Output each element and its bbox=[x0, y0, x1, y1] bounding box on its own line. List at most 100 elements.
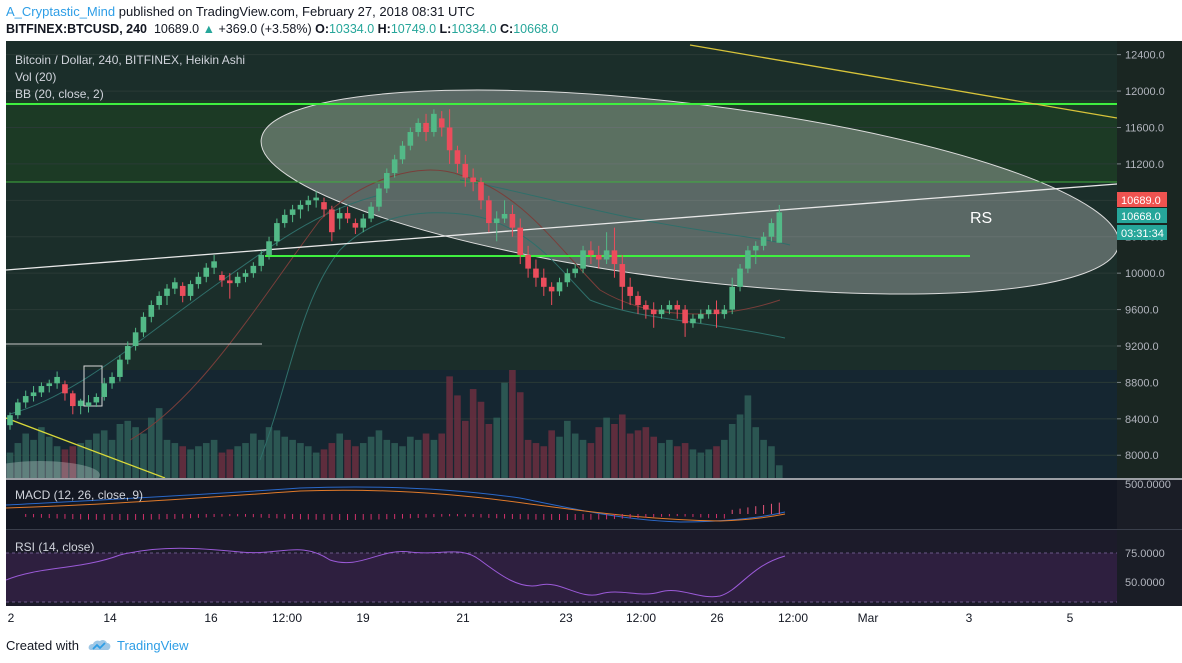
candle-body bbox=[250, 265, 257, 274]
candle-body bbox=[117, 359, 123, 377]
candle-body bbox=[509, 213, 516, 228]
volume-bar bbox=[540, 446, 548, 478]
legend-rsi: RSI (14, close) bbox=[15, 540, 94, 554]
rsi-axis[interactable]: 75.0000 50.0000 bbox=[1125, 548, 1165, 589]
time-tick-label: 14 bbox=[103, 611, 117, 625]
resistance-zone bbox=[6, 100, 1117, 182]
volume-bar bbox=[619, 414, 626, 478]
descending-trendline[interactable] bbox=[689, 44, 1117, 119]
chart-canvas[interactable]: 12400.012000.011600.011200.010800.010400… bbox=[0, 40, 1182, 630]
countdown-badge-text: 03:31:34 bbox=[1121, 228, 1164, 240]
candle-body bbox=[46, 383, 53, 387]
volume-bar bbox=[407, 436, 414, 478]
candle-body bbox=[729, 286, 735, 310]
candle-body bbox=[179, 285, 186, 296]
candle-body bbox=[30, 392, 37, 397]
volume-bar bbox=[713, 446, 720, 478]
volume-bar bbox=[14, 443, 22, 478]
volume-bar bbox=[509, 370, 516, 478]
ohlc-line: BITFINEX:BTCUSD, 240 10689.0 ▲ +369.0 (+… bbox=[6, 22, 558, 36]
volume-bar bbox=[532, 443, 540, 478]
candle-body bbox=[156, 295, 162, 306]
time-tick-label: 5 bbox=[1067, 611, 1074, 625]
volume-bars bbox=[6, 370, 783, 478]
candle-body bbox=[768, 223, 775, 237]
candle-body bbox=[674, 305, 681, 310]
ascending-trendline[interactable] bbox=[6, 417, 166, 478]
chart-header: A_Cryptastic_Mind published on TradingVi… bbox=[0, 0, 1182, 40]
volume-bar bbox=[587, 443, 595, 478]
macd-axis[interactable]: 500.0000 bbox=[1125, 479, 1171, 491]
candle-body bbox=[124, 345, 131, 360]
price-tick-label: 8000.0 bbox=[1125, 450, 1159, 462]
volume-bar bbox=[634, 430, 642, 478]
tradingview-brand-link[interactable]: TradingView bbox=[117, 638, 189, 653]
price-tick-label: 10000.0 bbox=[1125, 268, 1165, 280]
volume-bar bbox=[69, 446, 77, 478]
time-tick-label: 2 bbox=[8, 611, 15, 625]
volume-bar bbox=[642, 427, 650, 478]
macd-line bbox=[6, 486, 786, 523]
candle-body bbox=[564, 273, 571, 283]
neckline-trendline[interactable] bbox=[6, 183, 1117, 271]
volume-bar bbox=[422, 433, 430, 478]
candle-body bbox=[611, 250, 618, 265]
symbol-label: BITFINEX:BTCUSD, 240 bbox=[6, 22, 147, 36]
up-arrow-icon: ▲ bbox=[202, 22, 215, 36]
candle-body bbox=[132, 332, 139, 346]
high-label: H: bbox=[377, 22, 391, 36]
volume-bar bbox=[257, 439, 265, 478]
volume-bar bbox=[728, 424, 736, 478]
created-with-label: Created with bbox=[6, 638, 79, 653]
candle-body bbox=[234, 276, 241, 284]
candle-body bbox=[438, 118, 445, 128]
volume-bar bbox=[375, 430, 383, 478]
volume-bar bbox=[673, 446, 681, 478]
price-axis[interactable]: 12400.012000.011600.011200.010800.010400… bbox=[1117, 50, 1165, 463]
candle-body bbox=[588, 250, 594, 255]
candle-body bbox=[360, 218, 367, 228]
price-badges: 10689.0 10668.0 03:31:34 bbox=[1117, 192, 1167, 240]
candle-body bbox=[274, 223, 280, 242]
candle-body bbox=[329, 209, 335, 233]
candle-body bbox=[698, 314, 704, 319]
volume-bar bbox=[155, 408, 163, 478]
volume-bar bbox=[689, 449, 697, 478]
candle-body bbox=[745, 250, 751, 269]
volume-bar bbox=[320, 449, 328, 478]
volume-bar bbox=[760, 439, 767, 478]
partial-ellipse bbox=[6, 461, 100, 478]
volume-bar bbox=[430, 439, 438, 478]
candle-body bbox=[85, 402, 92, 407]
price-tick-label: 12000.0 bbox=[1125, 86, 1165, 98]
macd-tick-label: 500.0000 bbox=[1125, 479, 1171, 491]
price-tick-label: 9600.0 bbox=[1125, 305, 1159, 317]
author-link[interactable]: A_Cryptastic_Mind bbox=[6, 4, 116, 19]
volume-bar bbox=[312, 452, 320, 478]
time-tick-label: 23 bbox=[559, 611, 573, 625]
candle-body bbox=[580, 250, 586, 269]
volume-bar bbox=[187, 449, 194, 478]
volume-bar bbox=[454, 395, 461, 478]
candle-body bbox=[650, 309, 657, 315]
volume-bar bbox=[579, 439, 587, 478]
time-tick-label: 21 bbox=[456, 611, 470, 625]
candle-body bbox=[776, 212, 783, 243]
published-text: published on TradingView.com, February 2… bbox=[118, 4, 475, 19]
volume-bar bbox=[179, 446, 186, 478]
volume-bar bbox=[53, 446, 61, 478]
volume-bar bbox=[469, 389, 477, 478]
candle-body bbox=[258, 254, 264, 266]
volume-bar bbox=[367, 436, 375, 478]
rs-annotation[interactable]: RS bbox=[970, 210, 992, 227]
candle-body bbox=[242, 273, 249, 277]
open-value: 10334.0 bbox=[328, 22, 375, 36]
time-axis[interactable]: 2 14 16 12:00 19 21 23 12:00 26 12:00 Mar 3 5 bbox=[8, 611, 1074, 625]
tradingview-logo-icon[interactable] bbox=[88, 638, 112, 654]
volume-bar bbox=[210, 439, 218, 478]
candle-body bbox=[336, 213, 343, 219]
volume-bar bbox=[273, 430, 281, 478]
volume-bar bbox=[571, 433, 579, 478]
candle-body bbox=[690, 318, 696, 324]
volume-bar bbox=[564, 420, 571, 478]
